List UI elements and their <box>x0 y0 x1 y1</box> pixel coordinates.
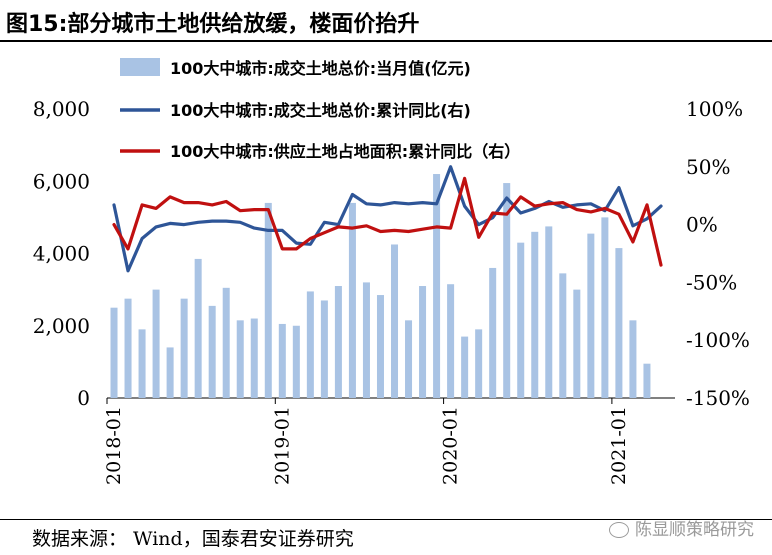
bar <box>292 325 300 398</box>
right-tick-label: 50% <box>686 155 730 179</box>
line-series <box>112 165 663 273</box>
chart: 0 2,000 4,000 6,000 8,000 -150% -100% -50% 0% 50%… <box>33 58 750 485</box>
bar <box>643 363 651 398</box>
right-tick-label: 0% <box>686 213 718 237</box>
bar <box>348 202 356 398</box>
axes-layer: 0 2,000 4,000 6,000 8,000 -150% -100% -50% 0% 50%… <box>33 97 750 485</box>
bar <box>601 217 609 398</box>
right-tick-label: 100% <box>686 97 743 121</box>
bar <box>362 282 370 398</box>
bar <box>180 298 188 398</box>
chart-title: 图15:部分城市土地供给放缓，楼面价抬升 <box>6 12 420 37</box>
bar <box>236 320 244 398</box>
right-tick-label: -50% <box>686 270 737 294</box>
bar-series <box>110 174 651 398</box>
bar <box>320 300 328 398</box>
legend-label-bar: 100大中城市:成交土地总价:当月值(亿元) <box>170 59 471 78</box>
bar <box>433 174 441 398</box>
bar <box>110 307 118 398</box>
right-tick-label: -150% <box>686 386 750 410</box>
line-total-price-yoy <box>112 165 663 273</box>
x-tick-label: 2020-01 <box>440 406 462 485</box>
bar <box>475 329 483 398</box>
left-tick-label: 2,000 <box>33 314 90 338</box>
bar <box>152 289 160 398</box>
bar <box>461 336 469 398</box>
legend-label-line2: 100大中城市:供应土地占地面积:累计同比（右） <box>170 142 520 161</box>
left-tick-label: 6,000 <box>33 169 90 193</box>
bar <box>194 258 202 398</box>
bar <box>517 242 525 398</box>
bar <box>587 233 595 398</box>
bar <box>419 286 427 398</box>
bar <box>573 289 581 398</box>
bar <box>334 286 342 398</box>
bar <box>124 298 132 398</box>
bar <box>166 347 174 398</box>
bar <box>278 323 286 398</box>
watermark: 陈显顺策略研究 <box>609 515 754 540</box>
bar <box>250 318 258 398</box>
bar <box>447 284 455 398</box>
x-tick-label: 2018-01 <box>103 406 125 485</box>
left-tick-label: 0 <box>77 386 90 410</box>
right-tick-label: -100% <box>686 328 750 352</box>
legend-label-line1: 100大中城市:成交土地总价:累计同比(右) <box>170 101 471 120</box>
bar <box>559 273 567 398</box>
line-supply-area-yoy <box>112 176 663 267</box>
watermark-text: 陈显顺策略研究 <box>635 520 754 540</box>
bar <box>615 248 623 398</box>
left-tick-label: 4,000 <box>33 242 90 266</box>
legend: 100大中城市:成交土地总价:当月值(亿元) 100大中城市:成交土地总价:累计同… <box>120 58 520 161</box>
bar <box>138 329 146 398</box>
bar <box>531 231 539 398</box>
x-tick-label: 2021-01 <box>608 406 630 485</box>
bar <box>489 267 497 398</box>
bar <box>208 305 216 398</box>
bar <box>629 320 637 398</box>
bar <box>545 226 553 398</box>
bar <box>306 291 314 398</box>
legend-swatch-bar <box>120 58 160 76</box>
bar <box>503 183 511 398</box>
bar <box>391 244 399 398</box>
wechat-icon <box>609 522 629 538</box>
bar <box>405 320 413 398</box>
bar <box>376 295 384 398</box>
left-tick-label: 8,000 <box>33 97 90 121</box>
bar <box>222 287 230 398</box>
source-note: 数据来源： Wind，国泰君安证券研究 <box>32 528 354 550</box>
source-rule <box>0 519 772 520</box>
x-tick-label: 2019-01 <box>271 406 293 485</box>
bar <box>264 202 272 398</box>
title-rule <box>0 40 772 42</box>
